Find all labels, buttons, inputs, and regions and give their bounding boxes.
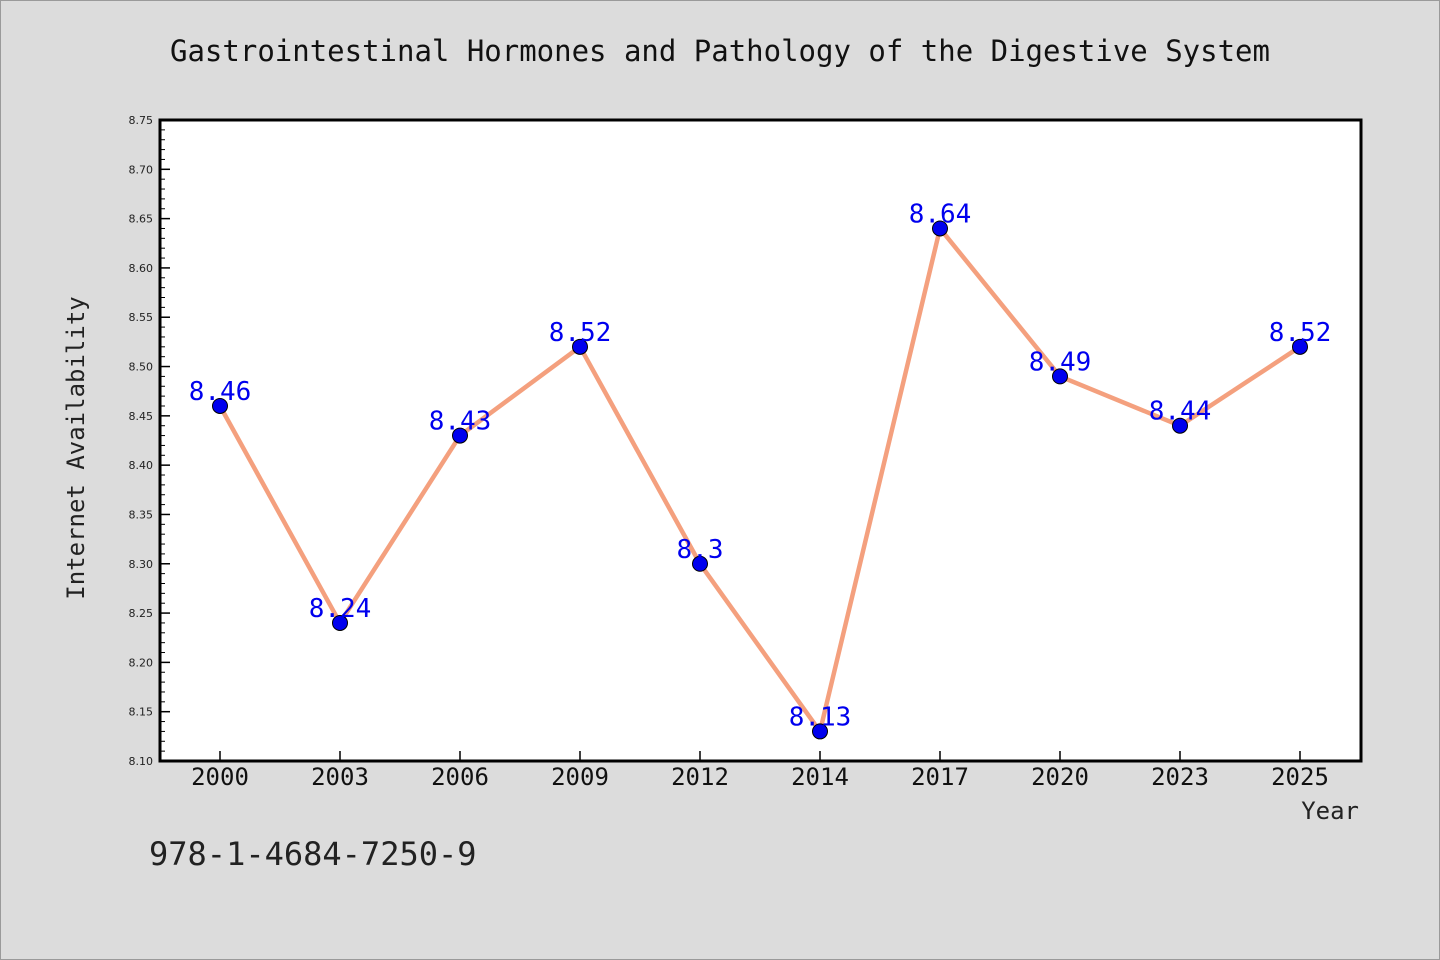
y-tick-label: 8.25 <box>129 607 154 620</box>
data-point <box>692 555 708 572</box>
data-label: 8.46 <box>189 377 252 407</box>
y-tick-label: 8.10 <box>129 755 154 768</box>
footer-code: 978-1-4684-7250-9 <box>149 835 477 873</box>
x-tick-label: 2006 <box>431 763 489 791</box>
data-label: 8.52 <box>549 318 612 348</box>
y-tick-label: 8.50 <box>129 361 154 374</box>
x-tick-label: 2023 <box>1151 763 1209 791</box>
y-tick-label: 8.70 <box>129 163 154 176</box>
y-tick-label: 8.45 <box>129 410 154 423</box>
data-label: 8.43 <box>429 407 492 437</box>
data-label: 8.13 <box>789 702 852 732</box>
x-tick-label: 2012 <box>671 763 729 791</box>
x-tick-label: 2000 <box>191 763 249 791</box>
y-tick-label: 8.40 <box>129 459 154 472</box>
y-tick-label: 8.20 <box>129 656 154 669</box>
x-tick-label: 2025 <box>1271 763 1329 791</box>
y-axis-label: Internet Availability <box>62 296 90 600</box>
x-tick-label: 2003 <box>311 763 369 791</box>
data-label: 8.52 <box>1269 318 1332 348</box>
data-label: 8.44 <box>1149 397 1212 427</box>
plot-area <box>158 118 1363 763</box>
y-tick-label: 8.30 <box>129 558 154 571</box>
x-tick-label: 2014 <box>791 763 849 791</box>
data-labels: 8.46 8.24 8.43 8.52 8.3 8.13 8.64 8.49 8.44 8.52 <box>189 199 1332 732</box>
data-point <box>332 614 348 631</box>
x-tick-label: 2009 <box>551 763 609 791</box>
y-tick-label: 8.55 <box>129 311 154 324</box>
data-point <box>1172 417 1188 434</box>
data-point <box>812 723 828 740</box>
data-point <box>572 338 588 355</box>
data-label: 8.24 <box>309 594 372 624</box>
y-tick-label: 8.15 <box>129 706 154 719</box>
data-point <box>1052 368 1068 385</box>
data-point <box>932 220 948 237</box>
y-tick-label: 8.65 <box>129 213 154 226</box>
x-tick-label: 2020 <box>1031 763 1089 791</box>
data-markers <box>212 220 1308 740</box>
data-point <box>452 427 468 444</box>
chart-title: Gastrointestinal Hormones and Pathology … <box>170 34 1270 68</box>
data-point <box>212 397 228 414</box>
x-axis: 2000 2003 2006 2009 2012 2014 2017 2020 2023 2025 <box>191 751 1329 791</box>
data-point <box>1292 338 1308 355</box>
data-label: 8.3 <box>677 535 724 565</box>
data-label: 8.49 <box>1029 347 1092 377</box>
series-line <box>218 226 1302 734</box>
y-tick-label: 8.75 <box>129 114 154 127</box>
y-tick-label: 8.35 <box>129 508 154 521</box>
data-label: 8.64 <box>909 199 972 229</box>
x-tick-label: 2017 <box>911 763 969 791</box>
y-tick-label: 8.60 <box>129 262 154 275</box>
y-axis: 8.10 8.15 8.20 8.25 8.30 8.35 8.40 8.45 8.50 8.55… <box>129 114 170 768</box>
x-axis-label: Year <box>1301 797 1359 825</box>
